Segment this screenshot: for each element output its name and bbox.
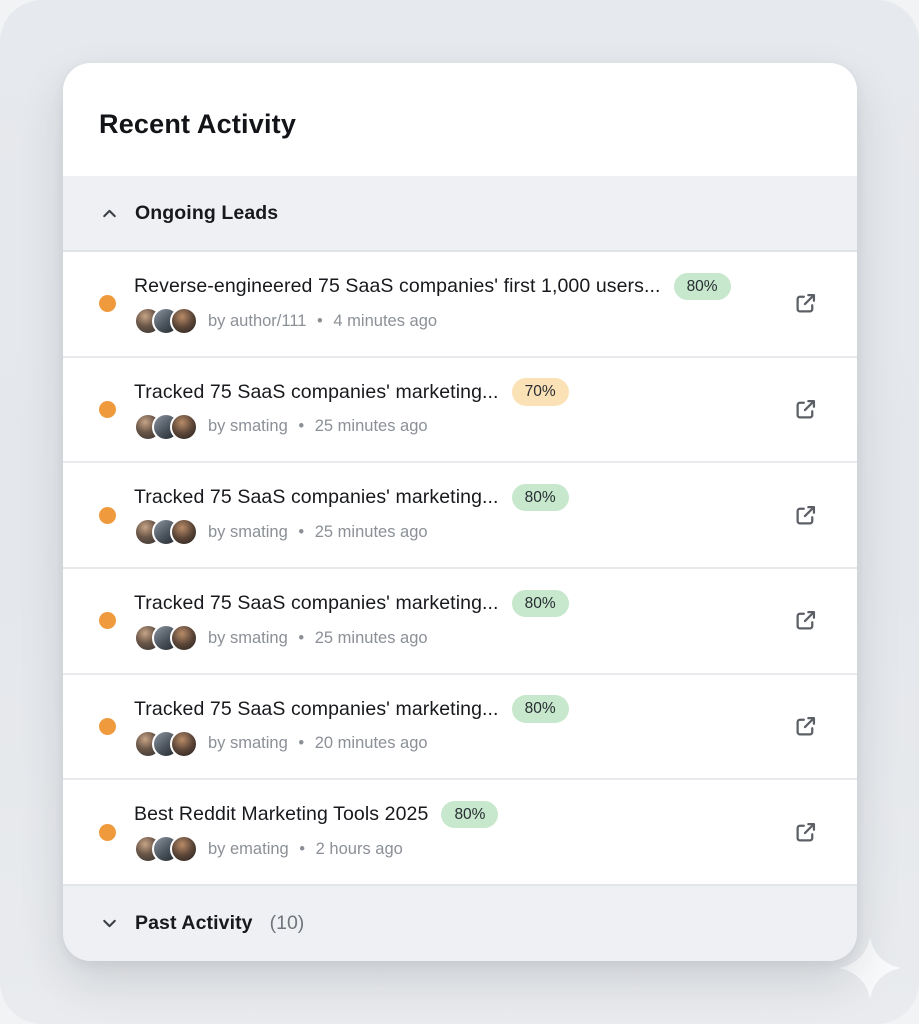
activity-byline: by author/111 • 4 minutes ago [208,312,437,331]
open-external-button[interactable] [783,810,827,854]
activity-title: Tracked 75 SaaS companies' marketing... [134,591,499,614]
external-link-icon [796,822,815,842]
byline-bullet: • [293,628,309,647]
activity-author: by smating [208,628,288,647]
activity-time: 25 minutes ago [314,417,428,436]
avatar [170,835,198,864]
byline-bullet: • [293,522,309,541]
activity-time: 20 minutes ago [314,734,428,753]
external-link-icon [796,505,815,525]
activity-time: 2 hours ago [315,839,403,858]
score-badge: 80% [511,483,569,512]
activity-row-content: Tracked 75 SaaS companies' marketing... … [134,695,569,758]
status-dot-icon [99,612,116,630]
status-dot-icon [99,823,116,841]
recent-activity-panel: Recent Activity Ongoing Leads Reverse-en… [63,63,857,961]
activity-title: Best Reddit Marketing Tools 2025 [134,803,429,826]
score-badge: 80% [511,695,569,723]
score-badge: 80% [673,272,731,301]
avatar-group [134,729,198,758]
avatar [170,518,198,547]
section-header-ongoing-leads[interactable]: Ongoing Leads [63,176,857,252]
activity-time: 25 minutes ago [314,628,428,647]
activity-row[interactable]: Best Reddit Marketing Tools 2025 80% by … [63,780,857,885]
activity-byline: by smating • 25 minutes ago [208,417,428,436]
avatar [170,729,198,758]
open-external-button[interactable] [783,705,827,749]
avatar-group [134,518,198,547]
chevron-up-icon [103,209,116,217]
activity-author: by smating [208,417,288,436]
activity-row-content: Best Reddit Marketing Tools 2025 80% by … [134,800,499,864]
avatar [170,307,198,336]
status-dot-icon [99,506,116,524]
activity-time: 4 minutes ago [333,311,438,330]
avatar [170,624,198,653]
past-activity-count: (10) [269,912,305,934]
avatar-group [134,307,198,336]
activity-row[interactable]: Tracked 75 SaaS companies' marketing... … [63,357,857,464]
activity-title: Reverse-engineered 75 SaaS companies' fi… [134,274,661,297]
section-label-past: Past Activity [135,912,253,934]
activity-title: Tracked 75 SaaS companies' marketing... [134,486,499,509]
activity-byline: by emating • 2 hours ago [208,840,403,859]
activity-title: Tracked 75 SaaS companies' marketing... [134,697,499,720]
activity-row-content: Tracked 75 SaaS companies' marketing... … [134,483,569,547]
byline-bullet: • [294,839,310,858]
section-header-past-activity[interactable]: Past Activity (10) [63,884,857,961]
activity-row-content: Tracked 75 SaaS companies' marketing... … [134,589,569,653]
byline-bullet: • [293,734,309,753]
byline-bullet: • [312,311,328,330]
score-badge: 70% [511,378,569,406]
status-dot-icon [99,401,116,418]
activity-row[interactable]: Tracked 75 SaaS companies' marketing... … [63,674,857,781]
activity-byline: by smating • 25 minutes ago [208,629,428,648]
avatar-group [134,835,198,864]
external-link-icon [796,399,815,419]
activity-author: by author/111 [208,311,307,330]
activity-row-content: Reverse-engineered 75 SaaS companies' fi… [134,272,731,336]
chevron-down-icon [103,919,116,928]
open-external-button[interactable] [783,493,827,537]
activity-row[interactable]: Reverse-engineered 75 SaaS companies' fi… [63,252,857,358]
panel-header: Recent Activity [63,63,857,176]
avatar [170,412,198,441]
byline-bullet: • [293,417,309,436]
activity-byline: by smating • 20 minutes ago [208,734,428,753]
status-dot-icon [99,718,116,736]
open-external-button[interactable] [783,599,827,643]
status-dot-icon [99,295,116,313]
activity-author: by smating [208,522,288,541]
activity-byline: by smating • 25 minutes ago [208,523,428,542]
open-external-button[interactable] [783,388,827,432]
activity-row[interactable]: Tracked 75 SaaS companies' marketing... … [63,463,857,570]
page-title: Recent Activity [99,109,297,139]
open-external-button[interactable] [783,282,827,326]
external-link-icon [796,611,815,630]
activity-list: Reverse-engineered 75 SaaS companies' fi… [63,252,857,885]
activity-author: by smating [208,734,288,753]
activity-title: Tracked 75 SaaS companies' marketing... [134,380,499,403]
score-badge: 80% [511,589,569,618]
sparkle-icon [839,937,901,999]
external-link-icon [796,716,815,736]
avatar-group [134,412,198,441]
external-link-icon [796,294,815,313]
activity-row[interactable]: Tracked 75 SaaS companies' marketing... … [63,569,857,675]
activity-author: by emating [208,839,289,858]
activity-time: 25 minutes ago [314,522,428,541]
section-label-ongoing: Ongoing Leads [135,201,279,224]
score-badge: 80% [441,800,499,829]
activity-row-content: Tracked 75 SaaS companies' marketing... … [134,378,569,441]
avatar-group [134,624,198,653]
